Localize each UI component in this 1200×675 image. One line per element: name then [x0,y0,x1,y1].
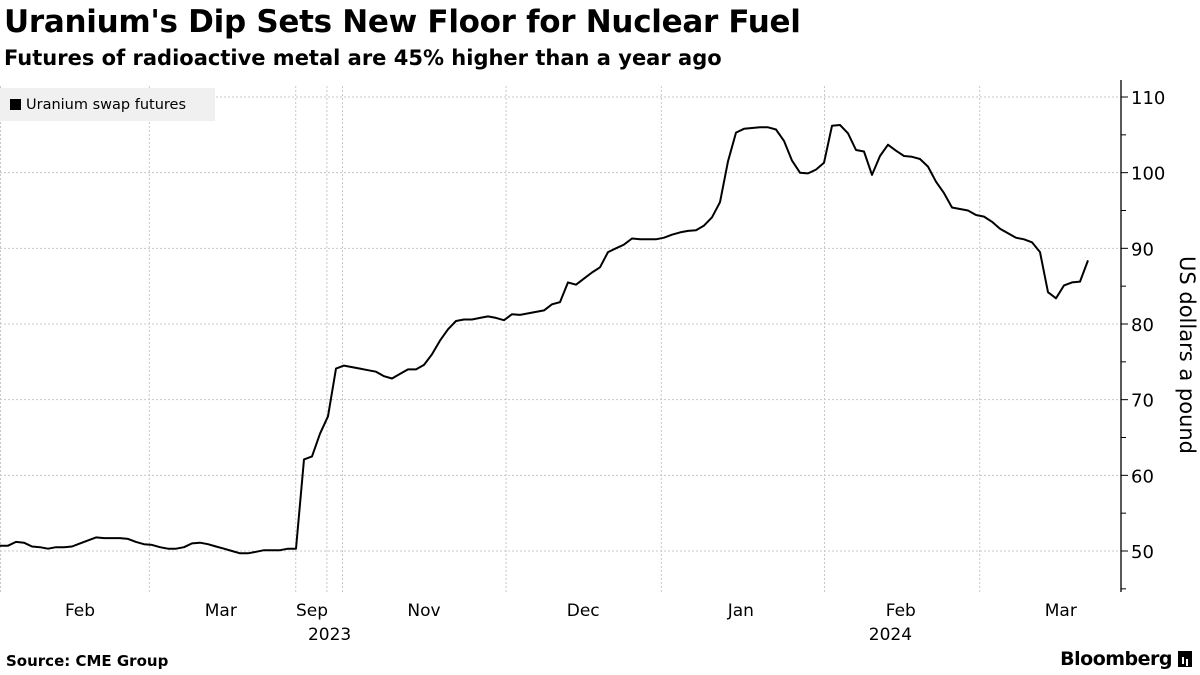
source-note: Source: CME Group [6,652,169,670]
chart-subtitle: Futures of radioactive metal are 45% hig… [4,46,722,70]
logo-text: Bloomberg [1060,648,1172,670]
y-axis-label: US dollars a pound [1175,256,1199,454]
series-line-uranium-swap-futures [0,124,1089,555]
legend: Uranium swap futures [0,88,215,121]
bloomberg-logo: Bloomberg [1060,648,1192,670]
bloomberg-chart-icon [1178,651,1192,667]
y-tick-label: 90 [1131,239,1154,260]
legend-label: Uranium swap futures [26,96,187,113]
y-tick-label: 70 [1131,391,1154,412]
x-tick-label: Dec [567,601,600,621]
y-tick-label: 100 [1131,164,1165,185]
legend-swatch [10,99,21,110]
series-layer [0,124,1089,555]
x-tick-label: Jan [727,601,754,621]
x-year-label: 2023 [308,625,351,645]
y-tick-label: 50 [1131,542,1154,563]
x-year-label: 2024 [869,625,912,645]
x-tick-label: Mar [1045,601,1077,621]
y-tick-label: 80 [1131,315,1154,336]
x-tick-label: Mar [205,601,237,621]
x-tick-label: Sep [296,601,328,621]
x-tick-label: Nov [407,601,440,621]
y-tick-label: 60 [1131,466,1154,487]
y-tick-label: 110 [1131,88,1165,109]
x-axis-labels: Feb Mar Sep Nov Dec Jan Feb Mar 2023 2024 [65,601,1077,645]
gridlines [0,86,1121,592]
x-tick-label: Feb [65,601,95,621]
x-tick-label: Feb [886,601,916,621]
y-axis: 50 60 70 80 90 100 110 [1120,80,1165,592]
chart-title: Uranium's Dip Sets New Floor for Nuclear… [4,4,801,40]
